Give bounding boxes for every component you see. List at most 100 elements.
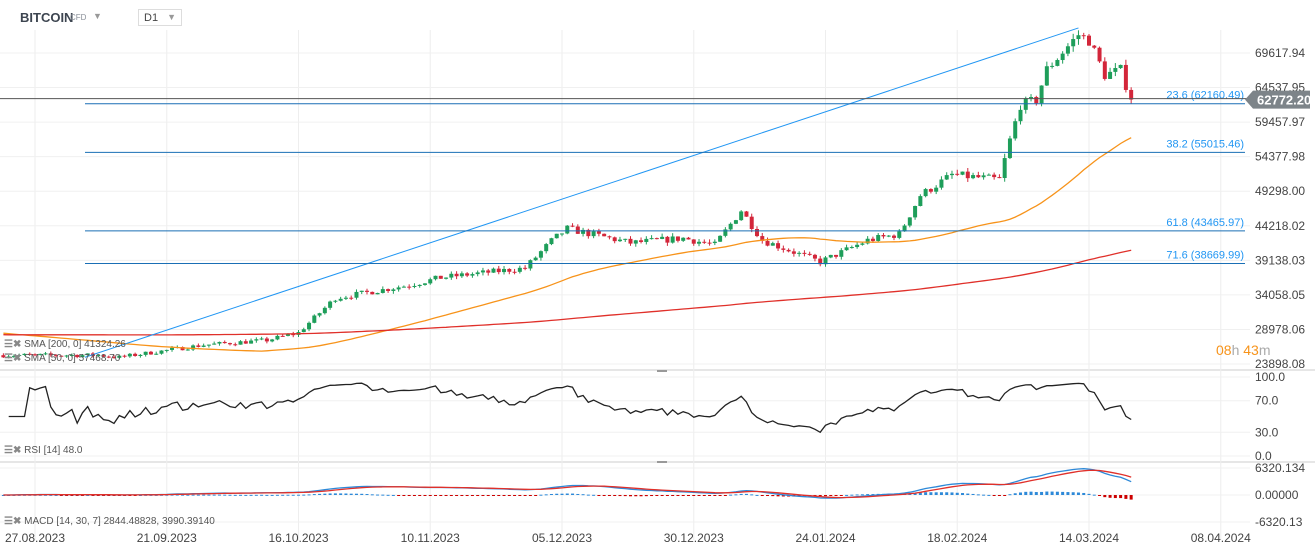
- candle: [649, 238, 654, 240]
- macd-histogram-bar: [286, 494, 290, 496]
- fib-level-label: 61.8 (43465.97): [1166, 217, 1244, 229]
- candle: [33, 354, 37, 356]
- macd-histogram-bar: [1098, 495, 1102, 496]
- macd-histogram-bar: [328, 493, 332, 495]
- y-tick-label: 59457.97: [1255, 115, 1305, 129]
- sma200-label: SMA [200, 0] 41324.26: [24, 339, 126, 350]
- candle: [517, 267, 522, 272]
- candle: [802, 252, 807, 254]
- y-tick-label: 69617.94: [1255, 46, 1305, 60]
- macd-histogram-bar: [1034, 492, 1038, 495]
- candle: [275, 335, 280, 340]
- macd-histogram-bar: [776, 495, 780, 497]
- candle: [923, 189, 928, 197]
- candle: [238, 341, 243, 345]
- symbol-name[interactable]: BITCOIN: [20, 10, 74, 25]
- macd-histogram-bar: [987, 494, 991, 496]
- candle: [386, 289, 391, 291]
- macd-histogram-bar: [349, 493, 353, 495]
- candle: [596, 231, 601, 234]
- sma50-label: SMA [50, 0] 57468.70: [24, 353, 121, 364]
- macd-histogram-bar: [681, 495, 685, 496]
- y-tick-label: 39138.03: [1255, 253, 1305, 267]
- macd-histogram-bar: [254, 494, 258, 496]
- settings-icon[interactable]: ☰✖: [4, 339, 22, 350]
- candle: [607, 236, 612, 238]
- rsi-tick-label: 0.0: [1255, 449, 1272, 463]
- macd-histogram-bar: [228, 494, 232, 496]
- settings-icon[interactable]: ☰✖: [4, 353, 22, 364]
- candle: [907, 217, 912, 226]
- candle: [138, 354, 143, 356]
- macd-histogram-bar: [971, 493, 975, 495]
- candle: [38, 353, 43, 355]
- candle: [860, 243, 865, 245]
- y-tick-label: 49298.00: [1255, 184, 1305, 198]
- macd-histogram-bar: [586, 494, 590, 496]
- candle: [365, 290, 370, 292]
- candle: [918, 196, 923, 207]
- candle: [623, 238, 628, 240]
- candle: [438, 275, 443, 279]
- candle: [828, 254, 833, 258]
- macd-signal-line: [3, 469, 1132, 499]
- macd-histogram-bar: [829, 495, 833, 496]
- candle: [844, 247, 849, 251]
- x-tick-label: 05.12.2023: [532, 531, 592, 545]
- settings-icon[interactable]: ☰✖: [4, 445, 22, 456]
- macd-histogram-bar: [239, 494, 243, 496]
- rsi-legend: ☰✖ RSI [14] 48.0: [4, 445, 83, 456]
- macd-legend: ☰✖ MACD [14, 30, 7] 2844.48828, 3990.391…: [4, 516, 215, 527]
- macd-tick-label: -6320.13: [1255, 515, 1303, 529]
- timeframe-select[interactable]: D1 ▼: [138, 9, 182, 26]
- candle: [459, 273, 464, 277]
- macd-histogram-bar: [966, 493, 970, 495]
- settings-icon[interactable]: ☰✖: [4, 516, 22, 527]
- macd-histogram-bar: [1124, 495, 1128, 499]
- candle: [549, 238, 554, 245]
- candle: [697, 241, 702, 244]
- macd-histogram-bar: [1018, 492, 1022, 495]
- macd-histogram-bar: [491, 495, 495, 496]
- timeframe-value: D1: [144, 12, 159, 24]
- candle: [855, 244, 860, 248]
- x-tick-label: 16.10.2023: [268, 531, 328, 545]
- macd-histogram-bar: [449, 495, 453, 496]
- candle: [770, 243, 775, 246]
- candle: [728, 223, 733, 230]
- candle: [449, 273, 454, 278]
- candle: [1034, 96, 1039, 104]
- x-tick-label: 24.01.2024: [795, 531, 855, 545]
- macd-histogram-bar: [1061, 491, 1065, 495]
- macd-histogram-bar: [866, 494, 870, 496]
- candle: [892, 235, 897, 238]
- candle: [407, 286, 412, 288]
- candle: [317, 313, 322, 316]
- candle: [75, 354, 80, 358]
- candle: [1071, 39, 1076, 47]
- candle: [191, 345, 196, 350]
- candle: [739, 211, 744, 221]
- macd-histogram-bar: [412, 495, 416, 496]
- candle: [560, 233, 564, 235]
- symbol-dropdown-icon[interactable]: ▼: [93, 11, 102, 21]
- macd-histogram-bar: [497, 495, 501, 496]
- x-tick-label: 14.03.2024: [1059, 531, 1119, 545]
- candle: [148, 351, 153, 355]
- macd-histogram-bar: [418, 495, 422, 496]
- candle: [644, 238, 649, 242]
- candle: [812, 254, 817, 259]
- macd-histogram-bar: [175, 494, 179, 496]
- candle: [1097, 47, 1102, 62]
- candle: [196, 345, 201, 347]
- macd-histogram-bar: [1024, 491, 1028, 495]
- candle: [1108, 71, 1113, 79]
- macd-histogram-bar: [634, 495, 638, 497]
- macd-histogram-bar: [639, 495, 643, 497]
- macd-histogram-bar: [1087, 493, 1091, 495]
- candle: [733, 220, 738, 224]
- candle: [475, 272, 480, 275]
- candle: [401, 286, 406, 288]
- macd-histogram-bar: [929, 492, 933, 495]
